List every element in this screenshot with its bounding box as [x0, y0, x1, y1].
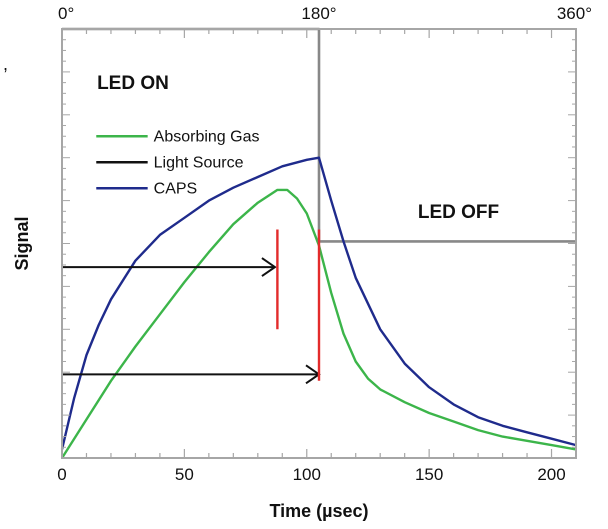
legend-label: Light Source — [154, 154, 244, 171]
x-tick-label: 150 — [415, 465, 443, 484]
x-tick-label: 0 — [57, 465, 66, 484]
x-axis-title: Time (µsec) — [269, 501, 368, 521]
stray-comma: , — [3, 54, 8, 74]
top-axis-label: 360° — [557, 4, 592, 23]
x-tick-label: 100 — [293, 465, 321, 484]
series-line-caps — [60, 156, 577, 450]
x-tick-label: 50 — [175, 465, 194, 484]
frame-layer — [61, 28, 577, 459]
top-axis-label: 180° — [301, 4, 336, 23]
top-axis-label: 0° — [58, 4, 74, 23]
arrow-head — [261, 257, 277, 277]
led-on-label: LED ON — [97, 73, 169, 94]
legend: Absorbing Gas Light Source CAPS — [96, 128, 260, 197]
y-axis-title: Signal — [12, 216, 32, 270]
labels-layer: 0 50 100 150 200 0° 180° 360° Time (µsec) Signal L… — [3, 4, 592, 521]
legend-label: CAPS — [154, 180, 198, 197]
legend-label: Absorbing Gas — [154, 128, 260, 145]
x-tick-label: 200 — [537, 465, 565, 484]
led-off-label: LED OFF — [418, 202, 499, 223]
